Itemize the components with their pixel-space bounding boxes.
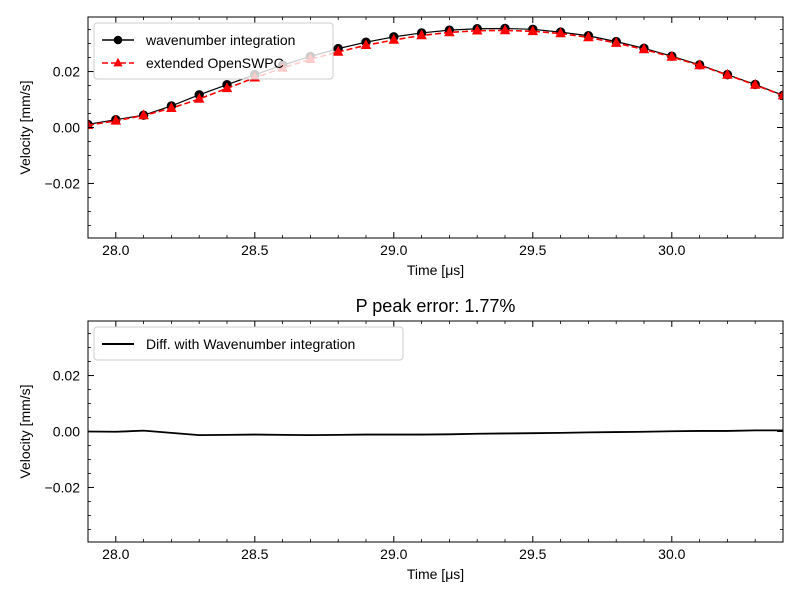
plot-area [88,429,783,437]
series-point [332,45,344,56]
x-tick-label: 30.0 [658,242,685,258]
panel-title: P peak error: 1.77% [356,296,516,316]
series-point [499,24,511,35]
y-tick-label: −0.02 [45,175,81,191]
legend-label-2: extended OpenSWPC [146,55,284,71]
series-point [416,29,427,40]
legend-marker-circle [113,35,123,45]
x-tick-label: 28.0 [102,546,129,562]
series-point [638,43,650,54]
series-point [555,27,566,38]
x-axis-label: Time [μs] [407,566,464,582]
x-tick-label: 29.5 [519,242,546,258]
series-point [777,89,783,100]
y-tick-label: −0.02 [45,479,81,495]
series-line-1 [88,27,783,126]
legend: wavenumber integration extended OpenSWPC [93,22,334,80]
series-point [444,26,455,37]
y-tick-label: 0.02 [53,64,80,80]
series-point [749,78,761,89]
x-tick-label: 28.5 [241,242,268,258]
y-axis-label: Velocity [mm/s] [17,384,33,478]
x-tick-label: 28.0 [102,242,129,258]
series-point [110,114,122,125]
series-point [527,25,539,36]
series-point [88,119,94,130]
series-point [193,92,205,103]
x-tick-label: 28.5 [241,546,268,562]
series-line-1 [88,429,783,437]
legend-label-1: wavenumber integration [145,32,295,48]
series-point [166,102,177,112]
y-tick-label: 0.00 [53,120,80,136]
series-line-2 [88,29,783,127]
legend-box [93,326,404,361]
panel-2: 28.0 28.5 29.0 29.5 30.0 −0.02 0.00 0.02 Time [μ… [17,296,784,582]
series-point [610,36,622,47]
series-point [722,68,733,79]
series-point [138,109,149,120]
y-tick-label: 0.00 [53,424,80,440]
x-tick-label: 29.0 [380,546,407,562]
legend-marker-triangle [113,57,123,67]
series-point [221,82,233,93]
y-tick-label: 0.02 [53,368,80,384]
x-axis-label: Time [μs] [407,262,464,278]
series-point [360,39,372,50]
legend: Diff. with Wavenumber integration [93,326,404,361]
x-tick-label: 29.0 [380,242,407,258]
series-point [388,33,400,44]
legend-label-1: Diff. with Wavenumber integration [146,336,355,352]
series-point [694,59,705,70]
y-axis-label: Velocity [mm/s] [17,80,33,174]
series-point [471,24,483,35]
series-point [666,50,678,61]
x-tick-label: 30.0 [658,546,685,562]
series-point [583,31,594,42]
x-tick-label: 29.5 [519,546,546,562]
panel-1: 28.0 28.5 29.0 29.5 30.0 −0.02 0.00 0.02 Time [μ… [17,16,784,278]
legend-box [93,22,334,80]
